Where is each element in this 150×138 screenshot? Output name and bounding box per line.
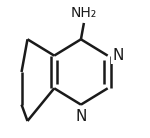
- Text: N: N: [112, 48, 123, 63]
- Text: N: N: [75, 109, 87, 124]
- Text: NH₂: NH₂: [71, 6, 97, 20]
